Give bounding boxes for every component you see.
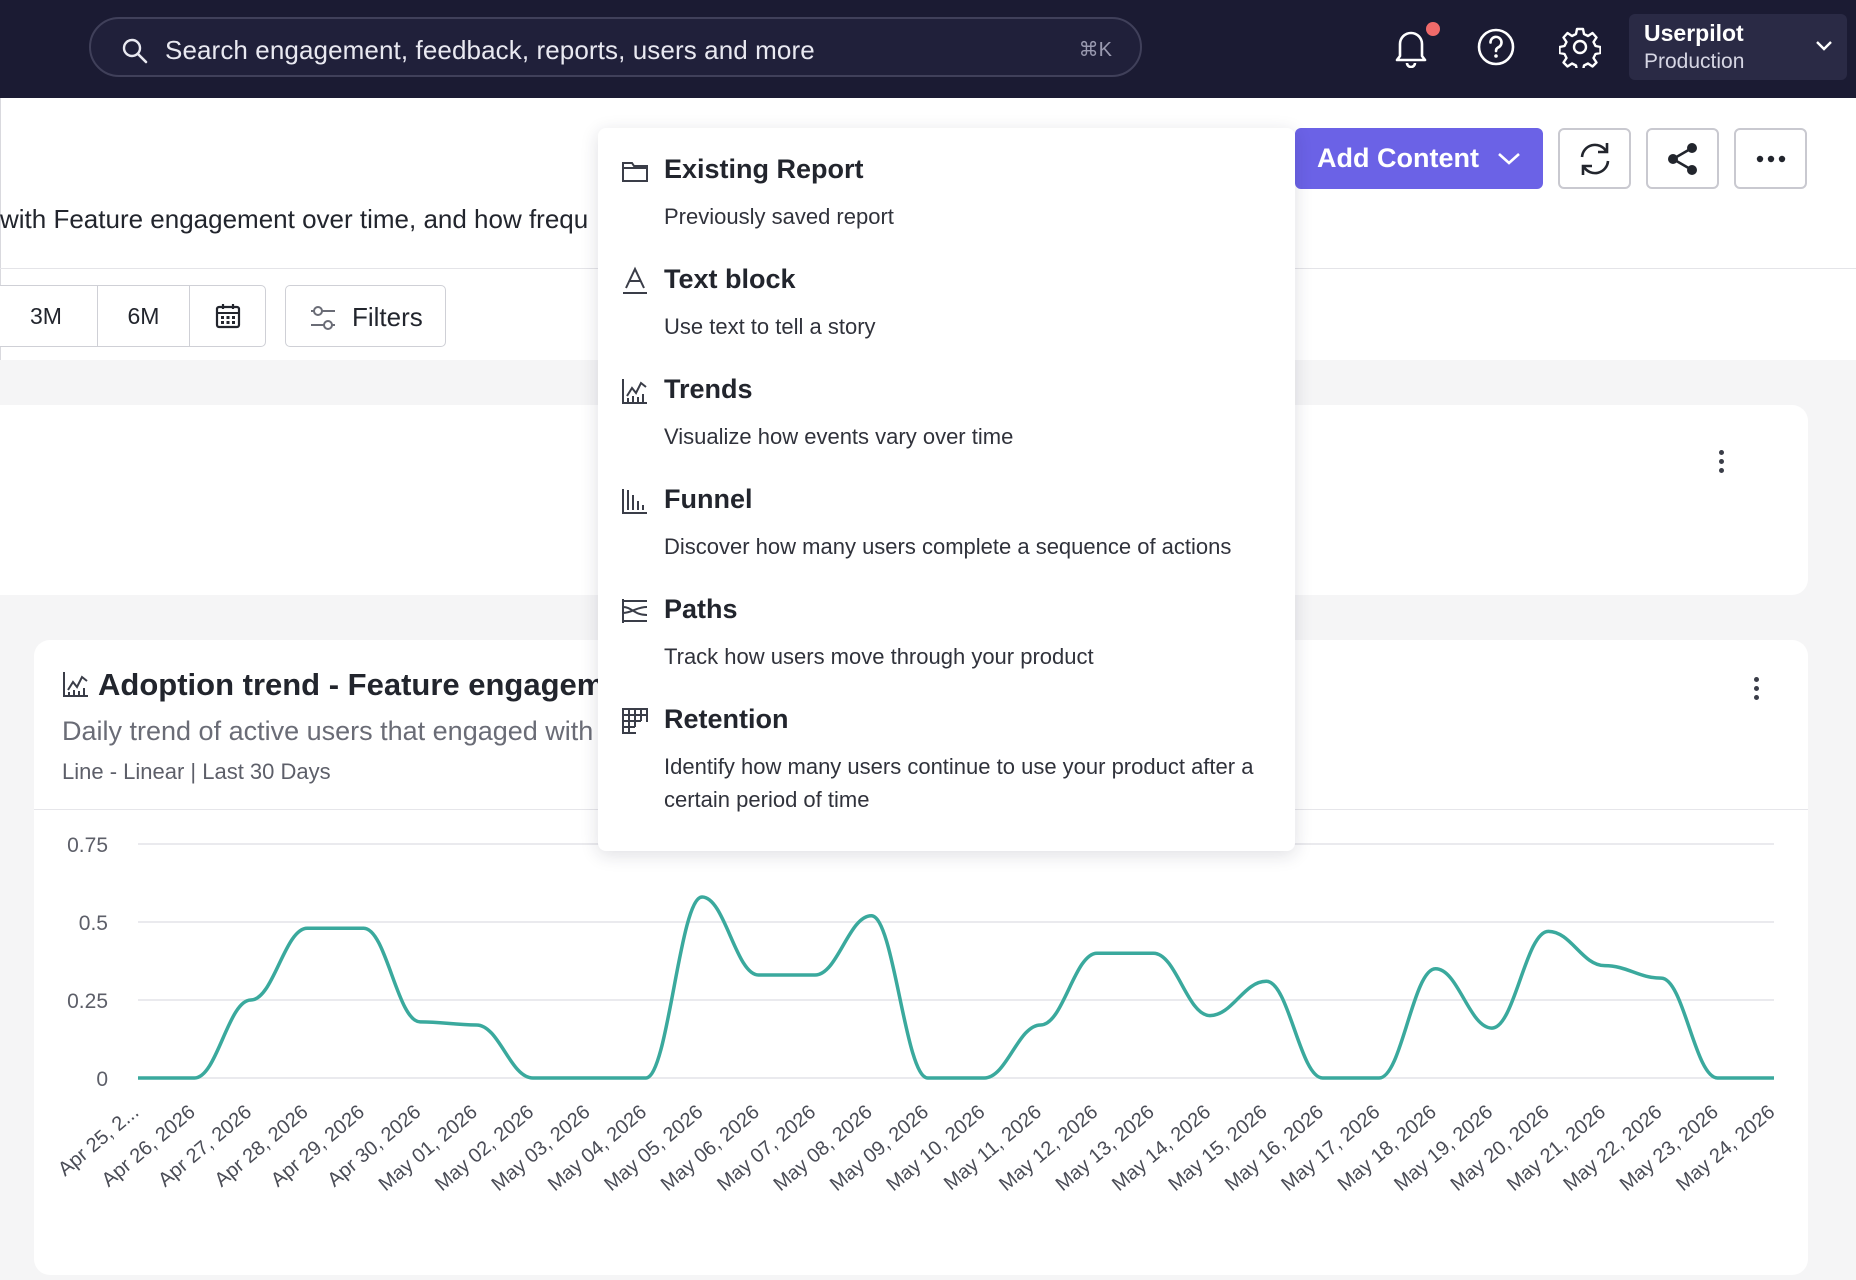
global-search-input[interactable]: Search engagement, feedback, reports, us… xyxy=(89,17,1142,77)
menu-item-description: Discover how many users complete a seque… xyxy=(664,534,1232,559)
menu-item-title: Paths xyxy=(664,594,738,624)
x-tick-label: May 07, 2026 xyxy=(713,1101,820,1196)
search-placeholder: Search engagement, feedback, reports, us… xyxy=(165,35,815,65)
calendar-icon xyxy=(215,304,240,329)
retention-icon xyxy=(622,708,648,734)
x-tick-label: May 10, 2026 xyxy=(882,1101,989,1196)
x-tick-label: May 14, 2026 xyxy=(1108,1101,1215,1196)
help-icon xyxy=(1477,28,1515,66)
add-content-menu: Existing Report Previously saved report … xyxy=(598,128,1295,851)
account-name: Userpilot xyxy=(1644,20,1744,46)
x-tick-label: May 02, 2026 xyxy=(431,1101,538,1196)
menu-item-description: Identify how many users continue to use … xyxy=(664,754,1254,812)
dashboard-description: with Feature engagement over time, and h… xyxy=(0,204,589,234)
folder-icon xyxy=(622,162,648,182)
menu-item-description: Track how users move through your produc… xyxy=(664,644,1094,669)
card-menu-button[interactable] xyxy=(1711,443,1731,479)
trends-icon xyxy=(63,672,88,697)
range-3m-button[interactable]: 3M xyxy=(0,285,98,347)
menu-item-title: Retention xyxy=(664,704,789,734)
more-options-button[interactable] xyxy=(1734,128,1807,189)
share-icon xyxy=(1667,142,1697,175)
refresh-button[interactable] xyxy=(1558,128,1631,189)
menu-item-description: Previously saved report xyxy=(664,204,894,229)
x-tick-label: May 19, 2026 xyxy=(1390,1101,1497,1196)
gear-icon xyxy=(1559,27,1601,68)
menu-item-description: Visualize how events vary over time xyxy=(664,424,1014,449)
chart-card-menu-button[interactable] xyxy=(1746,670,1766,706)
filters-icon xyxy=(311,306,335,330)
more-horizontal-icon xyxy=(1756,155,1785,162)
kebab-dot-icon xyxy=(1753,694,1759,700)
x-tick-label: May 12, 2026 xyxy=(995,1101,1102,1196)
x-tick-label: May 17, 2026 xyxy=(1277,1101,1384,1196)
funnel-icon xyxy=(622,489,647,514)
x-tick-label: May 24, 2026 xyxy=(1672,1101,1779,1196)
kebab-dot-icon xyxy=(1718,449,1724,455)
series-line xyxy=(137,895,1774,1080)
x-tick-label: May 15, 2026 xyxy=(1165,1101,1272,1196)
bell-icon xyxy=(1395,31,1427,68)
filters-button[interactable]: Filters xyxy=(285,285,446,347)
menu-item-title: Text block xyxy=(664,264,796,294)
add-content-button[interactable]: Add Content xyxy=(1295,128,1543,189)
x-tick-label: May 04, 2026 xyxy=(544,1101,651,1196)
menu-item-title: Funnel xyxy=(664,484,753,514)
share-button[interactable] xyxy=(1646,128,1719,189)
range-6m-button[interactable]: 6M xyxy=(97,285,190,347)
chevron-down-icon xyxy=(1816,41,1832,51)
x-tick-label: May 23, 2026 xyxy=(1616,1101,1723,1196)
menu-item-title: Trends xyxy=(664,374,753,404)
notifications-button[interactable] xyxy=(1386,22,1436,72)
chart-card-meta: Line - Linear | Last 30 Days xyxy=(62,759,331,784)
x-tick-label: May 20, 2026 xyxy=(1447,1101,1554,1196)
x-tick-label: May 22, 2026 xyxy=(1559,1101,1666,1196)
x-tick-label: May 05, 2026 xyxy=(600,1101,707,1196)
custom-date-button[interactable] xyxy=(189,285,266,347)
paths-icon xyxy=(622,599,648,623)
menu-item-description: Use text to tell a story xyxy=(664,314,876,339)
x-tick-label: May 11, 2026 xyxy=(940,1101,1046,1195)
x-tick-label: May 13, 2026 xyxy=(1052,1101,1159,1196)
search-icon xyxy=(122,38,148,64)
x-tick-label: May 01, 2026 xyxy=(375,1101,482,1196)
y-tick-label: 0.25 xyxy=(67,990,108,1013)
y-tick-label: 0.5 xyxy=(79,912,108,935)
menu-item-title: Existing Report xyxy=(664,154,864,184)
x-tick-label: May 08, 2026 xyxy=(770,1101,877,1196)
account-switcher[interactable]: Userpilot Production xyxy=(1629,14,1847,80)
search-shortcut: ⌘K xyxy=(1078,39,1112,61)
x-tick-label: May 03, 2026 xyxy=(488,1101,595,1196)
refresh-icon xyxy=(1580,142,1609,175)
settings-button[interactable] xyxy=(1555,22,1605,72)
account-environment: Production xyxy=(1644,50,1745,73)
help-button[interactable] xyxy=(1471,22,1521,72)
x-tick-label: May 06, 2026 xyxy=(657,1101,764,1196)
add-content-label: Add Content xyxy=(1317,143,1479,173)
text-icon xyxy=(623,266,647,294)
y-tick-label: 0 xyxy=(96,1068,108,1091)
kebab-dot-icon xyxy=(1718,458,1724,464)
kebab-dot-icon xyxy=(1753,685,1759,691)
filters-label: Filters xyxy=(352,302,423,332)
y-tick-label: 0.75 xyxy=(67,834,108,857)
top-navigation-bar: Search engagement, feedback, reports, us… xyxy=(0,0,1856,98)
trends-icon xyxy=(622,379,647,404)
kebab-dot-icon xyxy=(1753,676,1759,682)
x-tick-label: May 16, 2026 xyxy=(1221,1101,1328,1196)
kebab-dot-icon xyxy=(1718,467,1724,473)
chart-card-title: Adoption trend - Feature engageme xyxy=(98,667,622,702)
chart-card-subtitle: Daily trend of active users that engaged… xyxy=(62,716,594,746)
x-tick-label: May 09, 2026 xyxy=(826,1101,933,1196)
chevron-down-icon xyxy=(1498,153,1520,165)
notification-badge xyxy=(1426,22,1440,36)
x-tick-label: May 21, 2026 xyxy=(1503,1101,1610,1196)
x-tick-label: May 18, 2026 xyxy=(1334,1101,1441,1196)
